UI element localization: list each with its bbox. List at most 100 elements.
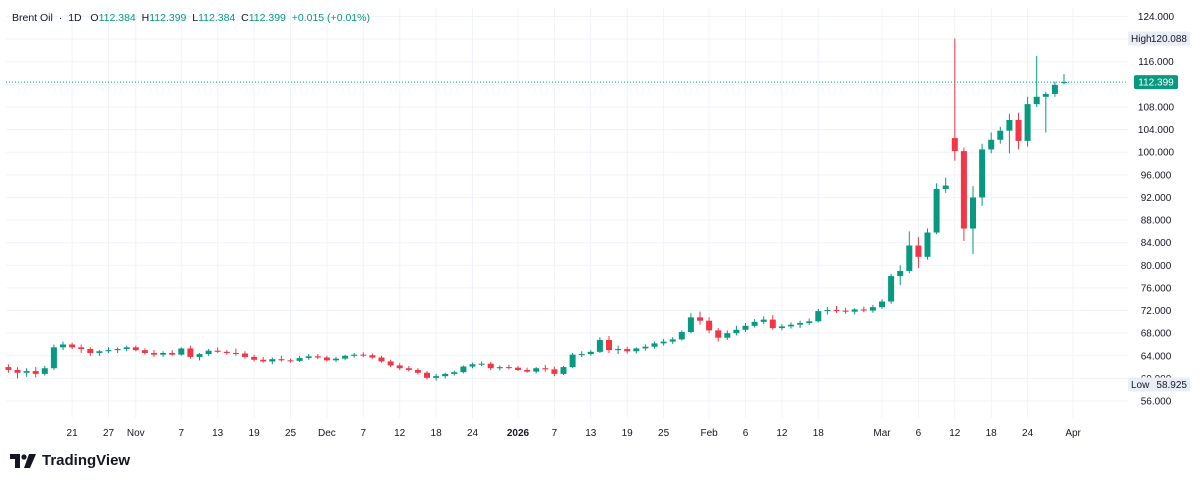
symbol-name[interactable]: Brent Oil — [12, 12, 53, 24]
candle — [669, 337, 676, 344]
candle-body — [842, 310, 849, 312]
candle-body — [942, 185, 949, 189]
candle — [114, 347, 121, 353]
x-tick-label: 2026 — [507, 428, 530, 439]
candle — [178, 347, 185, 356]
x-tick-label: 18 — [986, 428, 998, 439]
candle — [988, 132, 995, 154]
candle-body — [724, 333, 731, 338]
candle-body — [505, 367, 512, 369]
candle — [797, 320, 804, 329]
candle-body — [487, 363, 494, 369]
candle — [414, 368, 421, 375]
candle-body — [678, 332, 685, 340]
legend-separator: · — [58, 12, 63, 24]
candle — [924, 228, 931, 260]
time-axis[interactable]: 21 27 Nov 7 13 19 25 Dec 7 12 18 24 2026 7 13 19 25 Feb 6 1… — [67, 428, 1082, 439]
candle — [60, 341, 66, 351]
candle-body — [187, 348, 194, 357]
candle-body — [214, 350, 221, 352]
candle — [69, 342, 76, 350]
candle — [569, 352, 576, 369]
candle — [587, 350, 594, 356]
candle-body — [269, 359, 276, 362]
x-tick-label: Dec — [318, 428, 336, 439]
candle — [23, 368, 30, 377]
y-tick-label: 84.000 — [1141, 238, 1172, 249]
candle — [997, 126, 1004, 144]
high-value: 112.399 — [149, 12, 187, 24]
candle-body — [615, 349, 622, 351]
candle — [551, 366, 558, 377]
candle — [360, 352, 367, 357]
candle — [960, 147, 967, 241]
y-tick-label: 56.000 — [1141, 397, 1172, 408]
candle-body — [1033, 96, 1040, 105]
candle-body — [906, 245, 913, 271]
candle — [687, 313, 694, 334]
candle-body — [1042, 93, 1049, 97]
candle-body — [1061, 82, 1067, 84]
tradingview-logo-icon — [10, 453, 36, 468]
candle — [205, 349, 212, 356]
candle-body — [342, 355, 349, 359]
x-tick-label: 12 — [394, 428, 406, 439]
symbol-interval[interactable]: 1D — [68, 12, 82, 24]
y-tick-label: 96.000 — [1141, 170, 1172, 181]
candle — [105, 347, 112, 353]
candle-body — [997, 130, 1004, 140]
x-tick-label: 25 — [658, 428, 670, 439]
candle-body — [1024, 104, 1031, 141]
candle-body — [251, 356, 258, 360]
low-label: L — [192, 12, 199, 24]
candle — [869, 304, 876, 313]
candle-body — [132, 347, 139, 351]
candle — [788, 322, 794, 329]
price-axis[interactable]: 56.00060.00064.00068.00072.00076.00080.0… — [1128, 12, 1190, 408]
candle — [933, 183, 940, 235]
candle — [305, 354, 312, 360]
candle-body — [633, 348, 640, 352]
candle — [260, 356, 267, 363]
candle — [451, 370, 458, 376]
candle-body — [515, 367, 521, 370]
candle-body — [769, 319, 776, 329]
y-tick-label: 88.000 — [1141, 216, 1172, 227]
candle-body — [296, 358, 303, 361]
candle-body — [760, 319, 767, 322]
candle — [314, 354, 321, 360]
candle-body — [78, 347, 85, 350]
candle-body — [360, 354, 367, 356]
high-tag-value: 120.088 — [1151, 34, 1188, 45]
brand-name: TradingView — [42, 452, 131, 469]
tradingview-brand[interactable]: TradingView — [10, 452, 130, 469]
candle-body — [151, 352, 157, 355]
candle — [41, 365, 48, 376]
candle-body — [305, 356, 312, 359]
candle-body — [824, 309, 831, 312]
candle — [433, 373, 440, 381]
candle-body — [23, 371, 30, 373]
candle — [169, 350, 176, 356]
candle — [1061, 74, 1067, 85]
candle — [979, 143, 986, 206]
x-tick-label: 7 — [552, 428, 558, 439]
candle-body — [578, 354, 585, 356]
candle-body — [223, 351, 230, 353]
candle-body — [260, 359, 267, 362]
candle-body — [242, 353, 248, 357]
candle-body — [5, 367, 12, 370]
low-tag-label: Low — [1131, 380, 1150, 391]
candle-body — [369, 355, 376, 358]
candle — [323, 355, 330, 362]
candle-body — [669, 339, 676, 342]
candle — [815, 308, 822, 323]
candle-body — [697, 317, 703, 321]
candle-body — [706, 320, 713, 331]
candle — [296, 355, 303, 363]
candle-body — [442, 373, 449, 377]
candle-body — [414, 369, 421, 373]
candle — [778, 324, 785, 331]
